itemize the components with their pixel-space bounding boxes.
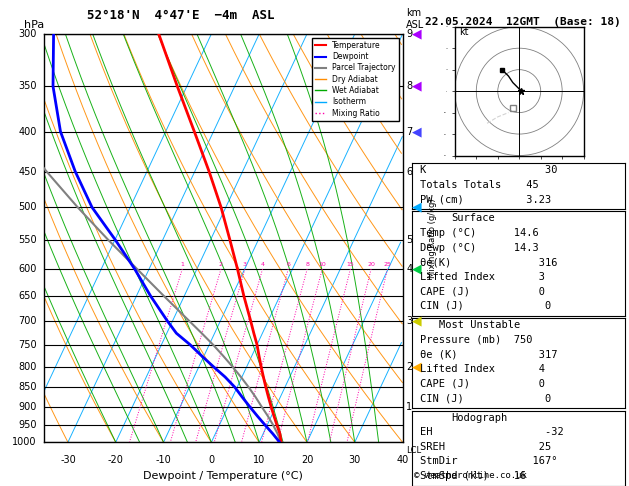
Text: Most Unstable: Most Unstable [439,320,520,330]
Text: Hodograph: Hodograph [452,413,508,423]
Text: Dewp (°C)      14.3: Dewp (°C) 14.3 [420,243,539,253]
Text: 850: 850 [18,382,37,392]
Text: 600: 600 [18,264,37,274]
Text: Mixing Ratio (g/kg): Mixing Ratio (g/kg) [428,198,437,278]
Text: 350: 350 [18,81,37,91]
Text: 400: 400 [18,126,37,137]
Text: 10: 10 [253,454,265,465]
Text: ◀: ◀ [412,315,421,328]
Text: Pressure (mb)  750: Pressure (mb) 750 [420,335,533,345]
Text: 450: 450 [18,167,37,176]
Text: 700: 700 [18,316,37,326]
Text: 300: 300 [18,29,37,39]
Text: ◀: ◀ [412,201,421,214]
Text: Temp (°C)      14.6: Temp (°C) 14.6 [420,228,539,238]
Text: LCL: LCL [406,446,421,455]
Text: 25: 25 [384,262,391,267]
Text: 3: 3 [406,316,412,326]
Text: 15: 15 [347,262,354,267]
Text: 40: 40 [396,454,409,465]
Text: © weatheronline.co.uk: © weatheronline.co.uk [414,471,526,480]
Text: 900: 900 [18,401,37,412]
Text: Lifted Index       3: Lifted Index 3 [420,272,545,282]
Text: -30: -30 [60,454,76,465]
Text: 650: 650 [18,291,37,301]
Text: 1: 1 [181,262,184,267]
Text: kt: kt [459,27,469,37]
Text: 4: 4 [406,264,412,274]
Text: hPa: hPa [25,20,45,30]
Text: K                   30: K 30 [420,165,558,175]
Legend: Temperature, Dewpoint, Parcel Trajectory, Dry Adiabat, Wet Adiabat, Isotherm, Mi: Temperature, Dewpoint, Parcel Trajectory… [311,38,399,121]
Text: 1: 1 [406,401,412,412]
Text: ◀: ◀ [412,262,421,276]
Text: 5: 5 [406,235,413,244]
Text: SREH               25: SREH 25 [420,442,552,452]
Text: 7: 7 [406,126,413,137]
Text: CIN (J)             0: CIN (J) 0 [420,393,552,403]
Text: 20: 20 [367,262,375,267]
Text: 9: 9 [406,29,412,39]
Text: ◀: ◀ [412,125,421,138]
Text: 1000: 1000 [13,437,37,447]
Text: 3: 3 [243,262,247,267]
Text: 0: 0 [208,454,214,465]
Text: CAPE (J)           0: CAPE (J) 0 [420,286,545,296]
Text: 10: 10 [318,262,326,267]
Text: Lifted Index       4: Lifted Index 4 [420,364,545,374]
Text: θe (K)             317: θe (K) 317 [420,349,558,360]
Text: km
ASL: km ASL [406,8,425,30]
Text: -20: -20 [108,454,124,465]
Text: PW (cm)          3.23: PW (cm) 3.23 [420,194,552,205]
Text: CIN (J)             0: CIN (J) 0 [420,301,552,311]
Text: 500: 500 [18,202,37,212]
Text: 22.05.2024  12GMT  (Base: 18): 22.05.2024 12GMT (Base: 18) [425,17,620,27]
Text: 2: 2 [219,262,223,267]
Text: 8: 8 [305,262,309,267]
Text: 750: 750 [18,340,37,350]
Text: 550: 550 [18,235,37,244]
Text: StmSpd (kt)    16: StmSpd (kt) 16 [420,471,526,481]
Text: ◀: ◀ [412,28,421,40]
Text: 950: 950 [18,420,37,430]
Text: 20: 20 [301,454,313,465]
Text: 2: 2 [406,362,413,372]
Text: ◀: ◀ [412,360,421,373]
Text: 30: 30 [348,454,361,465]
Text: -10: -10 [155,454,172,465]
Text: ◀: ◀ [412,80,421,93]
Text: 6: 6 [286,262,290,267]
Text: Surface: Surface [452,213,496,224]
Text: StmDir            167°: StmDir 167° [420,456,558,467]
Text: 6: 6 [406,167,412,176]
Text: Dewpoint / Temperature (°C): Dewpoint / Temperature (°C) [143,471,303,481]
Text: Totals Totals    45: Totals Totals 45 [420,180,539,190]
Text: 800: 800 [18,362,37,372]
Text: CAPE (J)           0: CAPE (J) 0 [420,379,545,389]
Text: 8: 8 [406,81,412,91]
Text: EH                  -32: EH -32 [420,427,564,437]
Text: θe(K)              316: θe(K) 316 [420,257,558,267]
Text: 4: 4 [260,262,265,267]
Text: 52°18'N  4°47'E  −4m  ASL: 52°18'N 4°47'E −4m ASL [87,9,274,22]
